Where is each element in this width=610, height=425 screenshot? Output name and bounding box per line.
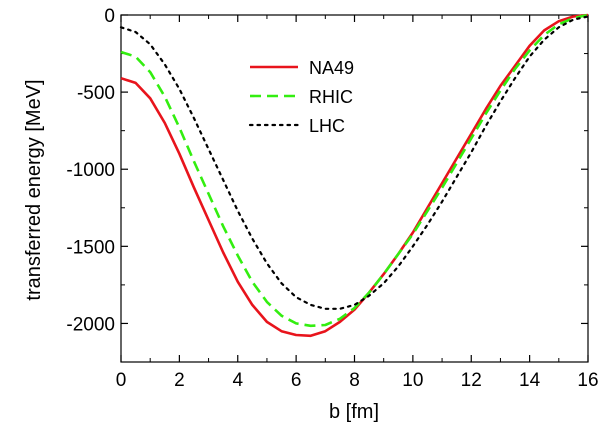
legend-label-rhic: RHIC (309, 87, 353, 107)
x-tick-label: 4 (232, 370, 243, 391)
x-tick-label: 8 (349, 370, 360, 391)
y-tick-label: -2000 (66, 314, 115, 335)
x-tick-label: 2 (174, 370, 185, 391)
series-line-lhc (119, 15, 590, 310)
y-axis-title: transferred energy [MeV] (23, 79, 45, 300)
x-tick-label: 12 (461, 370, 482, 391)
axis-ticks (120, 14, 589, 363)
legend-label-lhc: LHC (309, 116, 345, 136)
y-tick-label: -1500 (66, 237, 115, 258)
series-lines (119, 13, 590, 338)
x-tick-label: 6 (291, 370, 302, 391)
x-axis-title: b [fm] (329, 401, 379, 423)
legend-label-na49: NA49 (309, 58, 354, 78)
y-tick-label: -500 (77, 83, 115, 104)
x-tick-label: 16 (577, 370, 598, 391)
y-tick-label: -1000 (66, 160, 115, 181)
y-tick-label: 0 (104, 6, 115, 27)
series-line-na49 (120, 13, 589, 338)
legend: NA49 RHIC LHC (248, 58, 354, 136)
x-tick-label: 10 (402, 370, 423, 391)
x-tick-label: 14 (519, 370, 541, 391)
series-line-rhic (120, 13, 589, 328)
x-tick-label: 0 (116, 370, 127, 391)
tick-labels: 0 2 4 6 8 10 12 14 16 0 -500 -1000 -1500 -2000 (66, 6, 598, 391)
